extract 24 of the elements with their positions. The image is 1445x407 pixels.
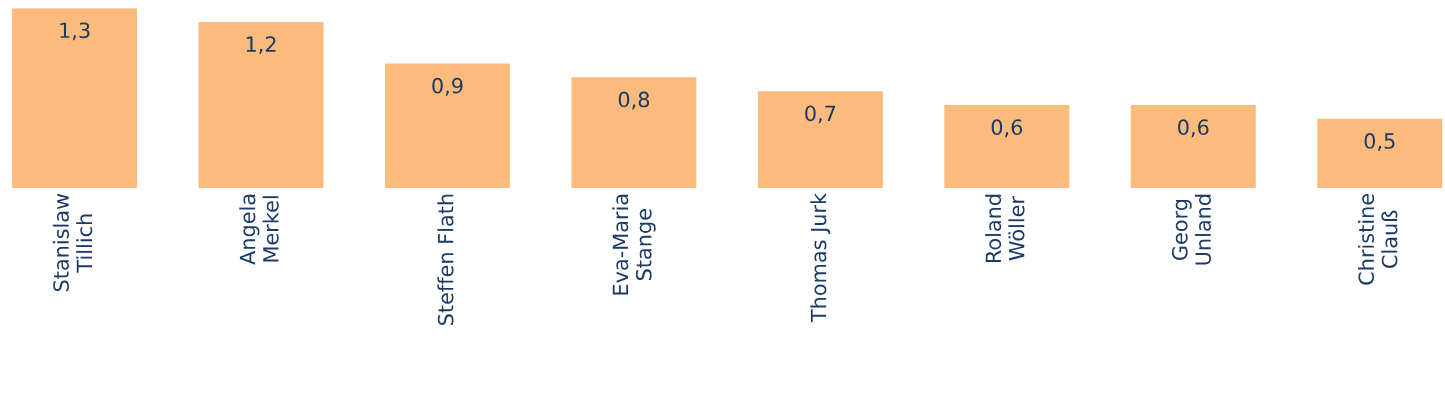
bar xyxy=(1130,105,1256,189)
data-label: 0,5 xyxy=(1364,133,1395,151)
bar xyxy=(198,21,324,189)
data-label: 1,2 xyxy=(246,36,276,55)
x-tick-label: Steffen Flath xyxy=(437,194,454,325)
x-tick-label: Thomas Jurk xyxy=(810,192,831,323)
data-label: 1,3 xyxy=(60,22,90,41)
bar xyxy=(12,8,138,189)
x-tick-label: Christine Clauß xyxy=(1358,194,1398,285)
bar xyxy=(1317,118,1443,189)
data-label: 0,8 xyxy=(618,91,650,110)
x-tick-label: Stanislaw Tillich xyxy=(52,193,93,292)
bar xyxy=(571,77,697,189)
bar xyxy=(944,105,1070,189)
x-tick-label: Angela Merkel xyxy=(239,194,279,265)
data-label: 0,7 xyxy=(805,105,836,124)
data-label: 0,6 xyxy=(1178,119,1209,138)
bar xyxy=(385,63,510,189)
x-tick-label: Georg Unland xyxy=(1171,194,1211,265)
bar xyxy=(757,91,883,189)
x-tick-label: Roland Wöller xyxy=(985,194,1025,263)
data-label: 0,9 xyxy=(432,77,463,96)
x-tick-label: Eva-Maria Stange xyxy=(612,194,656,295)
data-label: 0,6 xyxy=(991,119,1023,138)
